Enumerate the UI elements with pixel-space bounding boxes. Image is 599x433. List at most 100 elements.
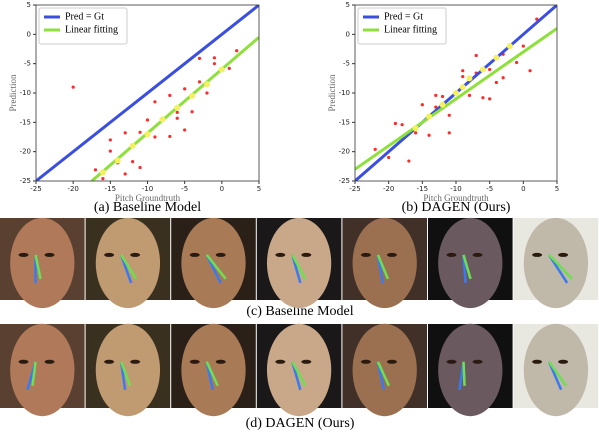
scatter-point [159,116,166,123]
legend-label: Linear fitting [65,24,118,35]
scatter-point [521,44,525,48]
gaze-arrow [462,254,472,280]
scatter-point [71,85,75,89]
scatter-point [439,101,446,108]
scatter-point [461,74,465,79]
scatter-point [168,134,172,139]
eye [446,359,457,364]
scatter-point [108,149,112,153]
scatter-point [414,131,418,135]
scatter-point [440,94,445,99]
gaze-arrow [462,361,466,386]
scatter-point [114,157,121,164]
plot-content [36,5,259,181]
face [352,323,417,417]
x-tick-label: -20 [67,185,78,193]
face [95,323,161,417]
row-caption: (c) Baseline Model [246,304,353,319]
face [10,323,75,417]
scatter-point [227,66,231,70]
scatter-point [183,87,187,91]
y-tick-label: 0 [27,30,31,38]
scatter-point [493,54,500,61]
scatter-point [218,66,225,73]
eye [275,359,286,364]
scatter-point [101,177,105,181]
scatter-point [400,123,404,127]
scatter-point [93,168,98,172]
scatter-point [235,49,239,53]
y-tick-label: -15 [339,118,350,126]
scatter-point [387,155,391,160]
eye [44,359,55,364]
y-axis-label: Prediction [327,74,337,111]
scatter-point [168,93,172,97]
eye [215,252,226,257]
scatter-point [190,110,194,114]
y-tick-label: -10 [20,89,31,97]
x-tick-label: 0 [521,185,525,193]
scatter-point [197,56,202,60]
eye [301,252,312,257]
scatter-point [412,125,419,132]
scatter-point [420,103,424,107]
fit-line [355,27,557,171]
y-tick-label: -5 [343,60,350,68]
x-tick-label: -15 [105,185,116,193]
scatter-point [447,113,451,117]
scatter-point [501,76,505,80]
eye [532,252,543,257]
gaze-arrow [34,254,42,280]
face [95,217,161,309]
face [266,323,332,417]
scatter-point [174,104,181,111]
x-tick-label: -15 [417,185,428,193]
x-tick-label: 5 [257,185,261,193]
eye [275,252,286,257]
face [181,323,246,417]
scatter-point [426,113,433,120]
y-tick-label: -5 [24,60,31,68]
gaze-arrow [205,254,227,280]
eye [44,252,55,257]
scatter-point [138,165,142,170]
x-tick-label: -25 [349,185,360,193]
scatter-point [434,105,438,109]
eye [386,252,397,257]
scatter-point [108,138,112,142]
scatter-point [494,80,498,85]
scatter-point [461,69,465,73]
scatter-point [373,147,377,151]
eye [558,252,569,257]
scatter-point [453,90,459,96]
eye [130,359,141,364]
face [10,217,75,309]
scatter-point [467,93,472,97]
x-tick-label: -5 [181,185,188,193]
scatter-point [434,93,438,97]
plot-frame [35,4,260,182]
eye [301,359,312,364]
scatter-point [99,169,106,176]
scatter-point [131,160,135,164]
fit-line [36,5,259,181]
scatter-point [129,142,136,149]
scatter-point [205,91,209,95]
x-axis-label: Pitch Groundtruth [115,193,181,203]
eye [532,359,543,364]
gaze-arrow [205,361,219,387]
scatter-point [189,92,196,99]
scatter-point [144,131,151,138]
scatter-point [393,121,397,126]
legend-box [38,7,128,45]
chart-caption: (b) DAGEN (Ours) [402,200,511,215]
row-caption: (d) DAGEN (Ours) [246,416,355,431]
eye [558,359,569,364]
x-tick-label: -20 [383,185,394,193]
face [266,217,332,309]
face [438,323,503,417]
x-tick-label: 0 [220,185,224,193]
scatter-point [175,116,179,120]
scatter-point [427,133,431,137]
